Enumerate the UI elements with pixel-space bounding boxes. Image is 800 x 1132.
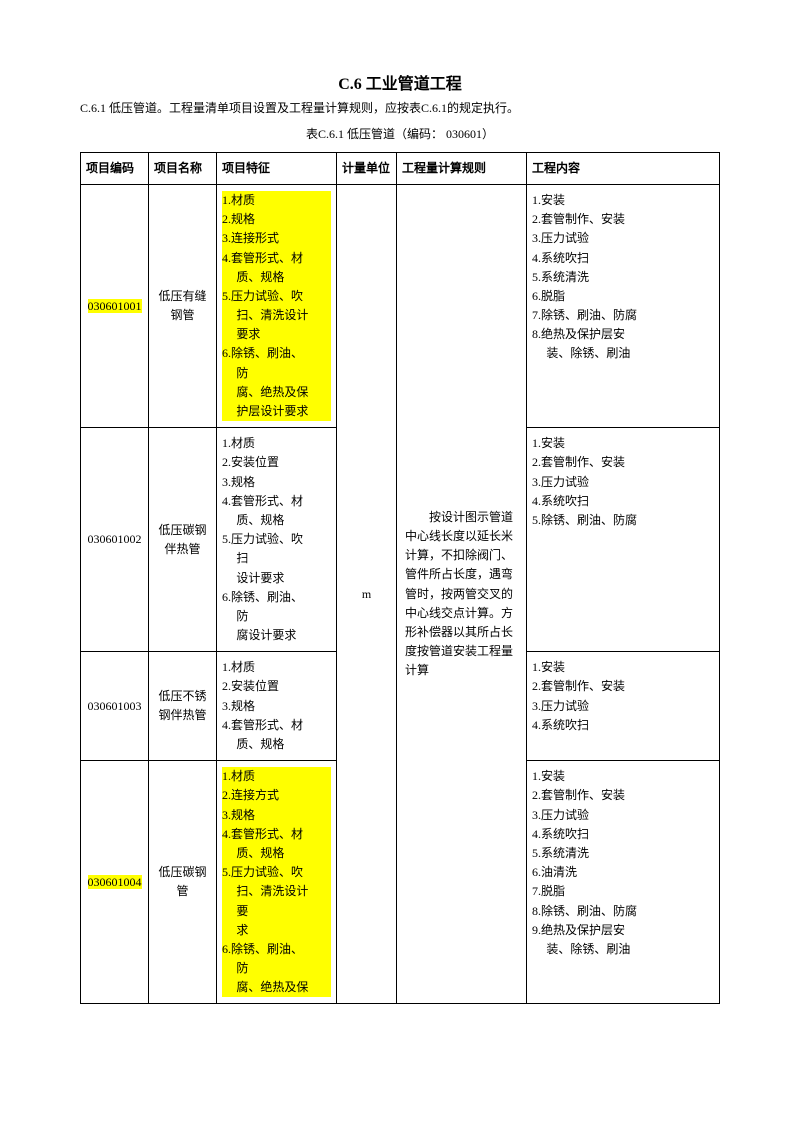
- cell-features: 1.材质 2.连接方式 3.规格 4.套管形式、材 质、规格 5.压力试验、吹 …: [217, 761, 337, 1004]
- header-unit: 计量单位: [337, 152, 397, 184]
- cell-name: 低压碳钢伴热管: [149, 428, 217, 652]
- cell-name: 低压不锈钢伴热管: [149, 652, 217, 761]
- spec-table: 项目编码 项目名称 项目特征 计量单位 工程量计算规则 工程内容 0306010…: [80, 152, 720, 1005]
- cell-code: 030601001: [81, 184, 149, 427]
- header-name: 项目名称: [149, 152, 217, 184]
- section-subtitle: C.6.1 低压管道。工程量清单项目设置及工程量计算规则，应按表C.6.1的规定…: [80, 100, 720, 117]
- cell-content: 1.安装 2.套管制作、安装 3.压力试验 4.系统吹扫: [527, 652, 720, 761]
- cell-content: 1.安装 2.套管制作、安装 3.压力试验 4.系统吹扫 5.除锈、刷油、防腐: [527, 428, 720, 652]
- cell-name: 低压碳钢管: [149, 761, 217, 1004]
- cell-name: 低压有缝钢管: [149, 184, 217, 427]
- cell-rule: 按设计图示管道中心线长度以延长米计算，不扣除阀门、管件所占长度，遇弯管时，按两管…: [397, 184, 527, 1004]
- cell-unit: m: [337, 184, 397, 1004]
- cell-code: 030601002: [81, 428, 149, 652]
- cell-features: 1.材质 2.安装位置 3.规格 4.套管形式、材 质、规格 5.压力试验、吹 …: [217, 428, 337, 652]
- cell-features: 1.材质 2.规格 3.连接形式 4.套管形式、材 质、规格 5.压力试验、吹 …: [217, 184, 337, 427]
- cell-code: 030601004: [81, 761, 149, 1004]
- cell-code: 030601003: [81, 652, 149, 761]
- header-cont: 工程内容: [527, 152, 720, 184]
- header-feat: 项目特征: [217, 152, 337, 184]
- cell-content: 1.安装 2.套管制作、安装 3.压力试验 4.系统吹扫 5.系统清洗 6.油清…: [527, 761, 720, 1004]
- cell-features: 1.材质 2.安装位置 3.规格 4.套管形式、材 质、规格: [217, 652, 337, 761]
- page-title: C.6 工业管道工程: [80, 70, 720, 94]
- header-rule: 工程量计算规则: [397, 152, 527, 184]
- table-row: 030601001 低压有缝钢管 1.材质 2.规格 3.连接形式 4.套管形式…: [81, 184, 720, 427]
- cell-content: 1.安装 2.套管制作、安装 3.压力试验 4.系统吹扫 5.系统清洗 6.脱脂…: [527, 184, 720, 427]
- table-header-row: 项目编码 项目名称 项目特征 计量单位 工程量计算规则 工程内容: [81, 152, 720, 184]
- header-code: 项目编码: [81, 152, 149, 184]
- table-caption: 表C.6.1 低压管道（编码： 030601）: [80, 125, 720, 142]
